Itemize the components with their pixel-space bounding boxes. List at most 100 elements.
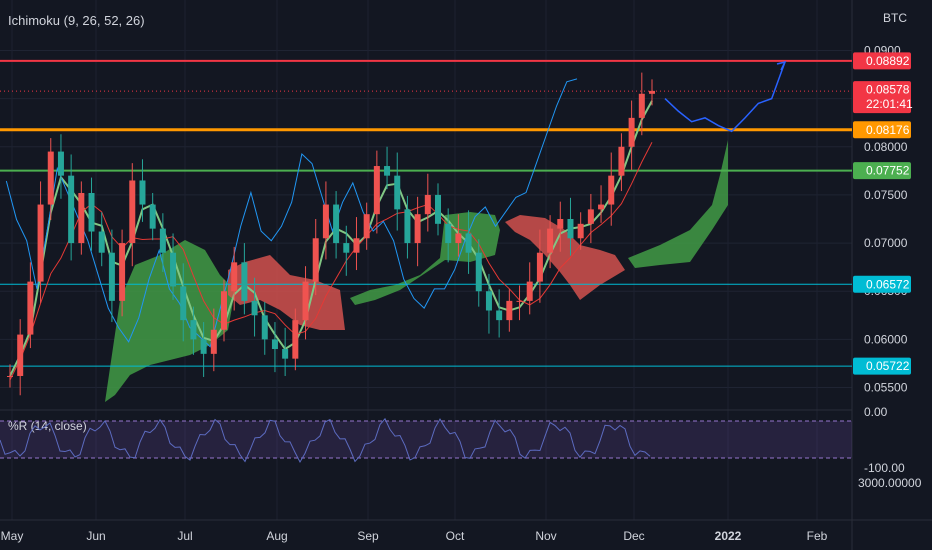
kumo-segment xyxy=(105,240,235,402)
candle-body xyxy=(363,214,370,239)
candle-body xyxy=(414,214,421,244)
candle-body xyxy=(445,223,452,244)
candle-body xyxy=(282,349,289,359)
oscillator-band xyxy=(0,421,852,458)
kijun-line xyxy=(9,142,653,381)
candle-body xyxy=(506,300,513,321)
candle-body xyxy=(322,204,329,239)
candle-body xyxy=(485,291,492,311)
candle-body xyxy=(608,175,615,205)
candle-body xyxy=(587,209,594,224)
candle-body xyxy=(465,233,472,253)
candle-body xyxy=(598,204,605,210)
price-tick: 0.08000 xyxy=(864,140,908,154)
price-tag-countdown: 22:01:41 xyxy=(866,97,913,111)
candle-body xyxy=(159,228,166,253)
candle-body xyxy=(271,339,278,350)
candle-body xyxy=(312,238,319,282)
forecast-line xyxy=(664,61,786,133)
candle-body xyxy=(119,243,126,301)
candle-body xyxy=(404,209,411,244)
price-tick: 0.06000 xyxy=(864,332,908,346)
price-tick: 0.05500 xyxy=(864,381,908,395)
candle-body xyxy=(302,281,309,321)
time-label: May xyxy=(1,529,24,543)
candle-body xyxy=(373,166,380,215)
price-tag-support-cyan-1 xyxy=(853,275,911,293)
candle-body xyxy=(251,300,258,316)
price-tag-last-price xyxy=(853,81,911,114)
candle-body xyxy=(170,252,177,287)
price-tag-value: 0.05722 xyxy=(866,359,910,373)
price-tag-support-green xyxy=(853,162,911,180)
currency-label: BTC xyxy=(883,11,907,25)
time-label: Dec xyxy=(623,529,644,543)
candle-body xyxy=(17,334,24,376)
candle-body xyxy=(536,252,543,282)
oscillator-scale-top: 0.00 xyxy=(864,405,888,419)
price-tag-resistance-red xyxy=(853,52,911,70)
williams-r-pane: %R (14, close) 0.00 -100.00 3000.00000 xyxy=(0,405,922,490)
chikou-line xyxy=(5,78,578,348)
candle-body xyxy=(424,194,431,215)
candle-body xyxy=(384,166,391,176)
candle-body xyxy=(180,286,187,321)
forecast-path xyxy=(664,60,787,133)
price-tag-value: 0.08176 xyxy=(866,123,910,137)
kumo-segment xyxy=(505,215,625,300)
candle-body xyxy=(241,262,248,301)
candle-body xyxy=(567,219,574,239)
time-label: Sep xyxy=(357,529,379,543)
ichimoku-lines xyxy=(5,78,653,381)
indicator-label[interactable]: Ichimoku (9, 26, 52, 26) xyxy=(8,13,145,28)
price-tag-resistance-orange xyxy=(853,121,911,139)
candle-body xyxy=(108,252,115,301)
candle-body xyxy=(557,219,564,229)
candle-body xyxy=(47,151,54,205)
candle-body xyxy=(455,233,462,244)
candle-body xyxy=(7,375,13,377)
candle-body xyxy=(98,231,105,253)
price-tag-value: 0.07752 xyxy=(866,164,910,178)
candle-body xyxy=(27,281,34,335)
oscillator-label: %R (14, close) xyxy=(8,419,87,433)
candle-body xyxy=(210,329,217,354)
candle-body xyxy=(516,300,523,302)
williams-r-line xyxy=(0,417,651,464)
tenkan-line xyxy=(9,100,653,377)
candle-body xyxy=(475,252,482,292)
candle-body xyxy=(292,320,299,359)
candle-body xyxy=(139,180,146,205)
candle-body xyxy=(353,238,360,253)
candle-body xyxy=(618,146,625,176)
oscillator-scale-bottom: -100.00 xyxy=(864,461,905,475)
kumo-segment xyxy=(628,140,728,268)
candle-body xyxy=(88,192,95,232)
time-label: Jun xyxy=(86,529,105,543)
candle-body xyxy=(628,117,635,147)
kumo-segment xyxy=(350,212,500,305)
candle-body xyxy=(435,194,441,224)
time-axis[interactable]: May Jun Jul Aug Sep Oct Nov Dec 2022 Feb xyxy=(1,529,828,543)
price-tag-value: 0.06572 xyxy=(866,277,910,291)
candle-body xyxy=(221,291,227,330)
volume-scale-label: 3000.00000 xyxy=(858,476,922,490)
candle-body xyxy=(57,151,64,176)
price-tick: 0.07500 xyxy=(864,188,908,202)
time-label: Feb xyxy=(807,529,828,543)
time-label: 2022 xyxy=(715,529,742,543)
price-tag-support-cyan-2 xyxy=(853,357,911,375)
price-tick: 0.07000 xyxy=(864,236,908,250)
forecast-arrowhead xyxy=(776,60,787,71)
candle-body xyxy=(496,310,503,321)
candle-body xyxy=(638,93,645,118)
candle-body xyxy=(649,90,655,94)
candlesticks xyxy=(7,72,655,396)
candle-body xyxy=(37,204,44,282)
candle-body xyxy=(394,175,401,210)
candle-body xyxy=(68,175,75,244)
candle-body xyxy=(129,180,136,244)
ichimoku-cloud xyxy=(105,140,728,402)
